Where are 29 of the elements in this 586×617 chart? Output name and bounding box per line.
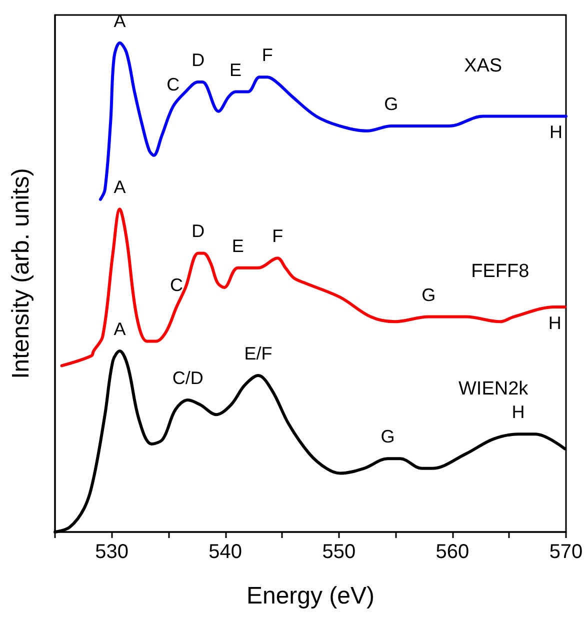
annotation: E [232,236,244,256]
annotation: F [272,226,284,246]
x-axis-title: Energy (eV) [246,582,375,610]
series-label: FEFF8 [471,261,530,282]
annotation: C/D [172,368,204,388]
x-tick-label: 570 [549,541,583,563]
annotation: D [192,221,205,242]
series-label: WIEN2k [458,378,529,400]
annotation: A [114,10,126,31]
y-axis-title: Intensity (arb. units) [8,168,34,379]
annotation: G [380,426,395,447]
annotation: A [114,319,126,340]
annotation: G [384,94,398,114]
annotation: C [166,74,180,94]
annotation: H [550,122,562,142]
annotation: E [230,60,242,80]
text: XAS [464,56,502,77]
annotation: F [262,45,273,66]
x-tick-label: 560 [436,541,470,563]
annotation: H [512,402,525,422]
x-tick-label: 550 [322,541,356,563]
annotation: D [192,50,205,70]
x-tick-label: 530 [95,541,128,563]
annotation: C [170,275,184,296]
x-tick-label: 540 [208,541,242,563]
annotation: H [548,313,562,334]
annotation: A [114,177,126,198]
annotation: E/F [244,343,272,364]
annotation: G [422,284,436,305]
